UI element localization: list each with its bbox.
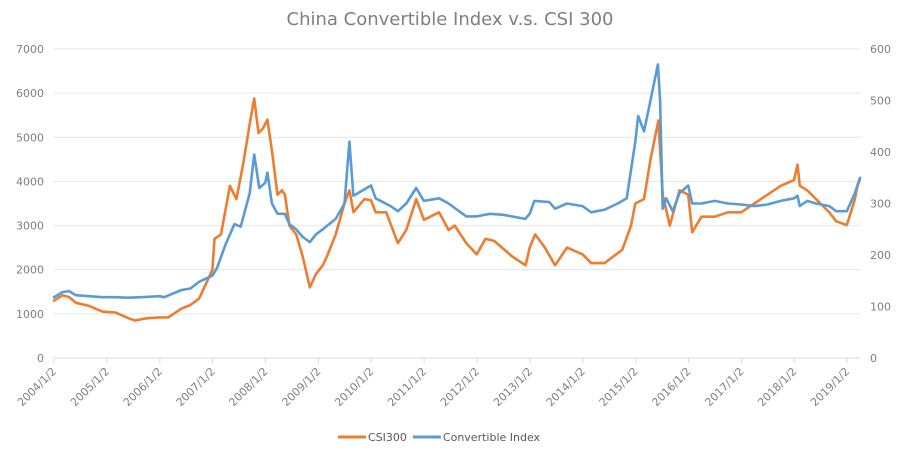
chart-title: China Convertible Index v.s. CSI 300	[287, 9, 614, 30]
x-tick-label: 2008/1/2	[226, 365, 270, 409]
x-tick-label: 2004/1/2	[15, 365, 59, 409]
x-tick-label: 2016/1/2	[649, 365, 693, 409]
y-left-tick-label: 0	[37, 352, 44, 365]
x-tick-label: 2015/1/2	[597, 365, 641, 409]
y-left-tick-label: 5000	[16, 131, 44, 144]
series-line-convertible-index	[52, 63, 862, 300]
x-tick-label: 2018/1/2	[755, 365, 799, 409]
x-tick-label: 2006/1/2	[121, 365, 165, 409]
x-tick-label: 2007/1/2	[174, 365, 218, 409]
gridlines	[54, 48, 860, 359]
y-right-tick-label: 200	[870, 249, 891, 262]
x-tick-label: 2019/1/2	[808, 365, 852, 409]
legend-label: CSI300	[368, 431, 407, 444]
x-tick-label: 2017/1/2	[702, 365, 746, 409]
y-left-tick-label: 2000	[16, 264, 44, 277]
y-right-tick-label: 100	[870, 301, 891, 314]
x-tick-label: 2010/1/2	[332, 365, 376, 409]
legend: CSI300 Convertible Index	[338, 431, 541, 444]
y-left-tick-label: 6000	[16, 87, 44, 100]
legend-label: Convertible Index	[443, 431, 541, 444]
y-right-tick-label: 500	[870, 95, 891, 108]
y-left-tick-label: 4000	[16, 175, 44, 188]
y-left-tick-label: 7000	[16, 43, 44, 56]
x-tick-label: 2013/1/2	[491, 365, 535, 409]
x-tick-label: 2011/1/2	[385, 365, 429, 409]
y-right-tick-label: 600	[870, 43, 891, 56]
y-right-tick-label: 400	[870, 146, 891, 159]
y-right-tick-label: 300	[870, 198, 891, 211]
x-tick-label: 2012/1/2	[438, 365, 482, 409]
y-left-tick-label: 3000	[16, 220, 44, 233]
x-tick-label: 2014/1/2	[544, 365, 588, 409]
x-tick-label: 2005/1/2	[68, 365, 112, 409]
series-line-csi300	[52, 97, 862, 322]
x-tick-label: 2009/1/2	[279, 365, 323, 409]
series-lines	[52, 63, 862, 322]
y-left-tick-label: 1000	[16, 308, 44, 321]
y-right-tick-label: 0	[870, 352, 877, 365]
